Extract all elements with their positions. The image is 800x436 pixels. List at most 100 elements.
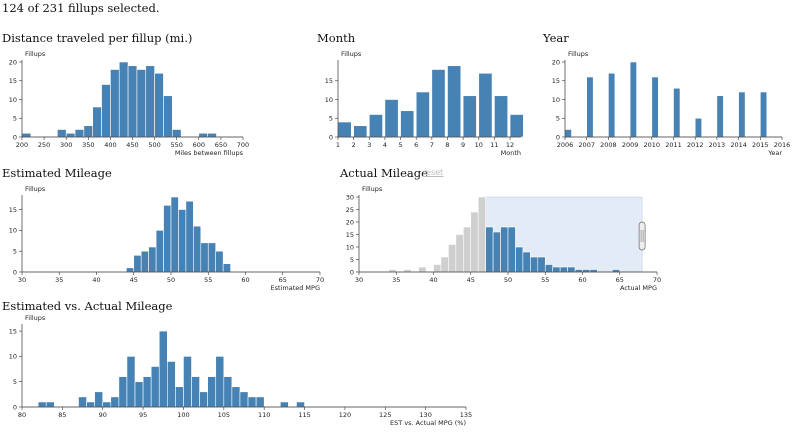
reset-filter-link[interactable]: reset [423, 168, 444, 177]
histogram-bar [384, 99, 399, 138]
histogram-bar [694, 117, 703, 138]
histogram-bar [608, 72, 616, 138]
histogram-bar [21, 132, 32, 138]
x-tick-label: 400 [104, 141, 116, 149]
histogram-bar [651, 76, 659, 138]
x-tick-label: 50 [167, 276, 175, 284]
histogram-bar [337, 121, 352, 138]
histogram-bar [222, 263, 231, 273]
x-tick-label: 45 [467, 276, 475, 284]
x-tick-label: 65 [279, 276, 287, 284]
histogram-bar [544, 264, 553, 273]
x-tick-label: 2013 [709, 141, 726, 149]
histogram-bar [716, 95, 724, 138]
x-tick-label: 120 [339, 411, 351, 419]
y-tick-label: 15 [9, 327, 17, 335]
histogram-bar [403, 269, 412, 273]
histogram-bar [455, 234, 464, 273]
histogram-bar [582, 269, 591, 273]
x-tick-label: 2008 [600, 141, 617, 149]
histogram-bar [118, 376, 128, 408]
month-chart-title: Month [317, 31, 356, 45]
histogram-bar [65, 132, 76, 138]
distance-chart-title: Distance traveled per fillup (mi.) [2, 31, 193, 45]
y-tick-label: 15 [552, 77, 560, 85]
histogram-bar [170, 196, 179, 273]
histogram-bar [470, 211, 479, 273]
histogram-bar [118, 61, 129, 138]
x-tick-label: 95 [139, 411, 147, 419]
histogram-bar [191, 376, 200, 408]
x-axis-title: Estimated MPG [271, 284, 320, 292]
histogram-bar [134, 381, 144, 408]
brush-handle-right[interactable] [638, 221, 646, 251]
histogram-bar [462, 95, 477, 138]
histogram-bar [611, 269, 621, 273]
histogram-bar [586, 76, 594, 138]
x-tick-label: 650 [215, 141, 227, 149]
histogram-bar [280, 401, 289, 408]
histogram-bar [45, 401, 55, 408]
histogram-bar [447, 65, 462, 138]
histogram-bar [110, 69, 120, 138]
histogram-bar [296, 401, 305, 408]
x-tick-label: 350 [82, 141, 94, 149]
histogram-bar [500, 226, 509, 273]
histogram-bar [158, 330, 168, 408]
x-tick-label: 80 [18, 411, 26, 419]
y-tick-label: 0 [329, 133, 333, 141]
x-tick-label: 2012 [687, 141, 704, 149]
histogram-bar [183, 356, 192, 408]
y-tick-label: 15 [9, 77, 17, 85]
histogram-bar [418, 266, 427, 273]
histogram-bar [552, 266, 561, 273]
histogram-bar [738, 91, 746, 138]
y-tick-label: 5 [13, 115, 17, 123]
x-tick-label: 30 [18, 276, 26, 284]
y-axis-title: Fillups [25, 50, 46, 58]
y-tick-label: 15 [346, 231, 354, 239]
histogram-bar [178, 209, 187, 273]
histogram-bar [127, 65, 138, 138]
x-tick-label: 2010 [644, 141, 661, 149]
x-axis-title: Year [767, 149, 782, 157]
x-tick-label: 1 [336, 141, 340, 149]
histogram-bar [101, 84, 111, 138]
ratio-chart: 80 85 90 95 100 105 110 115 120 125 130 135 0 5 10 15 Fi… [9, 314, 472, 427]
year-chart: 2006 2007 2008 2009 2010 2011 2012 2013 2014 2015… [552, 50, 791, 157]
x-tick-label: 8 [445, 141, 449, 149]
x-tick-label: 105 [218, 411, 230, 419]
histogram-bar [433, 264, 442, 273]
x-tick-label: 85 [58, 411, 66, 419]
x-tick-label: 65 [616, 276, 624, 284]
selection-status: 124 of 231 fillups selected. [2, 1, 160, 15]
x-tick-label: 115 [298, 411, 310, 419]
histogram-bar [185, 200, 194, 273]
y-tick-label: 30 [346, 193, 354, 201]
histogram-bar [537, 256, 546, 273]
y-tick-label: 0 [556, 133, 560, 141]
histogram-bar [207, 132, 217, 138]
y-tick-label: 0 [350, 268, 354, 276]
x-tick-label: 100 [177, 411, 189, 419]
y-tick-label: 0 [13, 133, 17, 141]
histogram-bar [673, 87, 681, 138]
x-tick-label: 2011 [665, 141, 682, 149]
x-tick-label: 700 [237, 141, 249, 149]
y-tick-label: 5 [350, 256, 354, 264]
histogram-bar [589, 269, 598, 273]
histogram-bar [564, 129, 572, 138]
x-axis-title: Miles between fillups [175, 149, 244, 157]
y-tick-label: 10 [9, 353, 17, 361]
distance-chart: 200 250 300 350 400 450 500 550 600 650 700 0 5 10 15 2… [9, 50, 249, 157]
y-tick-label: 0 [13, 268, 17, 276]
x-tick-label: 7 [430, 141, 434, 149]
x-tick-label: 200 [16, 141, 28, 149]
histogram-bar [163, 95, 173, 138]
x-axis-title: EST vs. Actual MPG (%) [390, 419, 466, 427]
year-chart-title: Year [543, 31, 569, 45]
histogram-bar [492, 231, 501, 273]
y-tick-label: 20 [346, 218, 354, 226]
y-axis-title: Fillups [25, 314, 46, 322]
histogram-bar [448, 244, 457, 273]
